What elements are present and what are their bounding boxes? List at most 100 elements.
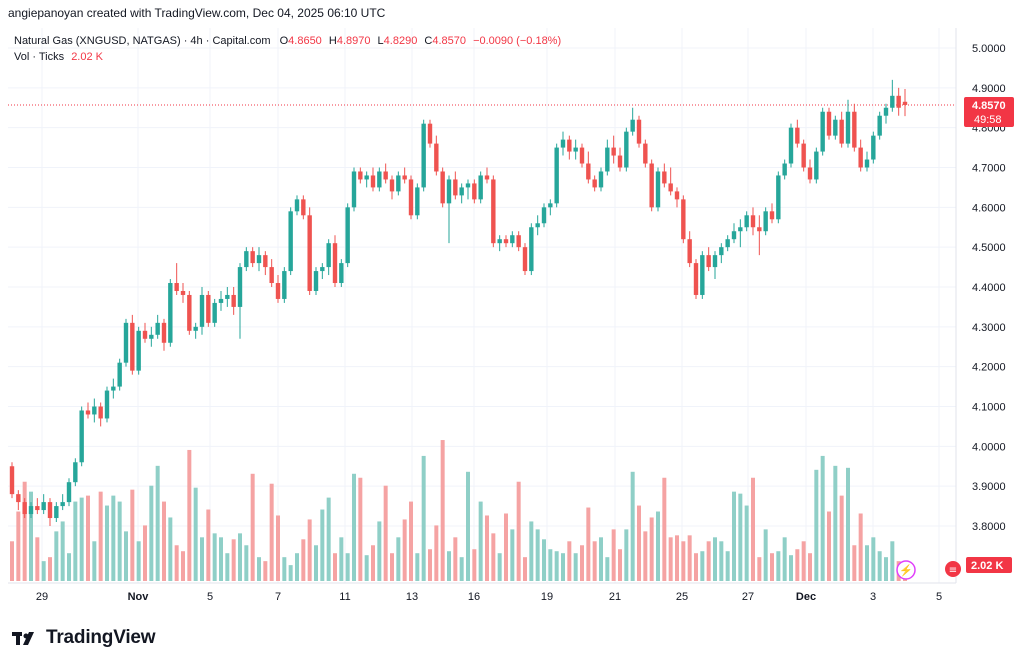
candle-body (896, 95, 901, 108)
candle-body (85, 410, 91, 415)
high-value: 4.8970 (336, 35, 371, 47)
candle-body (123, 322, 129, 363)
volume-bar (833, 465, 838, 581)
candle-body (66, 482, 72, 503)
candle-body (852, 111, 857, 148)
candle-body (586, 163, 591, 180)
candle-body (22, 502, 27, 515)
candle-body (681, 199, 686, 240)
time-tick-label: 3 (870, 591, 876, 603)
volume-bar (48, 557, 52, 581)
candle-body (263, 255, 268, 268)
volume-bar (573, 553, 578, 581)
price-tick-label: 4.9000 (972, 83, 1006, 95)
candle-body (111, 386, 116, 391)
candle-body (421, 123, 426, 188)
candle-body (902, 101, 908, 105)
candle-body (649, 163, 654, 208)
volume-bar (257, 557, 261, 581)
volume-bar (174, 545, 179, 581)
volume-bar (681, 541, 686, 581)
open-label: O (279, 35, 289, 47)
volume-bar (491, 533, 496, 581)
candle-body (693, 263, 699, 295)
volume-bar (643, 531, 648, 581)
candle-body (389, 179, 395, 192)
indicator-icon (896, 560, 916, 580)
symbol-title[interactable]: Natural Gas (XNGUSD, NATGAS) · 4h · Capi… (14, 35, 271, 47)
volume-bar (250, 473, 255, 581)
low-label: L (377, 35, 384, 47)
volume-bar (732, 491, 736, 581)
candle-body (617, 155, 623, 168)
candle-body (839, 119, 844, 144)
candle-body (624, 131, 629, 168)
volume-bar (776, 551, 781, 581)
candle-body (554, 147, 559, 204)
candle-body (332, 243, 338, 284)
time-tick-label: Dec (796, 591, 816, 603)
volume-bar (314, 545, 318, 581)
volume-bar (352, 473, 356, 581)
candle-body (636, 119, 642, 144)
candle-body (377, 171, 382, 188)
candle-body (845, 111, 851, 144)
volume-bar (637, 505, 641, 581)
time-tick-label: 21 (609, 591, 621, 603)
volume-bar (282, 557, 287, 581)
candle-body (769, 211, 775, 220)
candle-body (731, 231, 737, 240)
volume-bar (22, 481, 27, 581)
volume-bar (846, 467, 850, 581)
time-tick-label: 7 (275, 591, 281, 603)
volume-bar (877, 551, 882, 581)
candle-body (446, 179, 452, 204)
volume-bar (865, 545, 869, 581)
candle-body (307, 215, 312, 291)
volume-label[interactable]: Vol · Ticks (14, 51, 65, 63)
volume-bar (466, 471, 470, 581)
volume-bar (276, 515, 280, 581)
volume-bar (535, 529, 540, 581)
volume-bar (523, 557, 527, 581)
volume-bar (238, 533, 242, 581)
volume-bar (339, 537, 344, 581)
candle-body (250, 251, 255, 264)
volume-bar (377, 521, 382, 581)
price-tick-label: 4.6000 (972, 202, 1006, 214)
volume-bar (86, 495, 90, 581)
volume-bar (10, 541, 14, 581)
candle-body (820, 111, 825, 152)
volume-bar (54, 531, 59, 581)
volume-bar (719, 541, 724, 581)
candle-body (206, 294, 211, 323)
volume-bar (706, 541, 711, 581)
volume-bar (345, 553, 350, 581)
price-tick-label: 3.8000 (972, 521, 1006, 533)
candle-body (256, 255, 262, 264)
candle-body (92, 406, 97, 415)
price-tick-label: 4.1000 (972, 402, 1006, 414)
candle-body (237, 267, 243, 307)
candle-body (484, 175, 490, 180)
volume-bar (434, 525, 439, 581)
candle-body (744, 215, 749, 228)
volume-bar (98, 491, 103, 581)
candle-body (383, 171, 388, 180)
volume-bar (744, 505, 749, 581)
volume-bar (713, 537, 717, 581)
candle-body (883, 107, 889, 116)
volume-bar (618, 549, 622, 581)
volume-bar (117, 501, 122, 581)
volume-bar (73, 501, 78, 581)
candle-body (662, 171, 667, 184)
volume-bar (858, 513, 863, 581)
candle-body (453, 179, 458, 196)
tradingview-brand-text: TradingView (46, 627, 156, 648)
tradingview-footer-logo[interactable]: TradingView (12, 626, 156, 650)
candle-body (877, 115, 882, 136)
candle-body (104, 390, 110, 419)
price-tick-label: 4.3000 (972, 322, 1006, 334)
volume-bar (453, 537, 458, 581)
